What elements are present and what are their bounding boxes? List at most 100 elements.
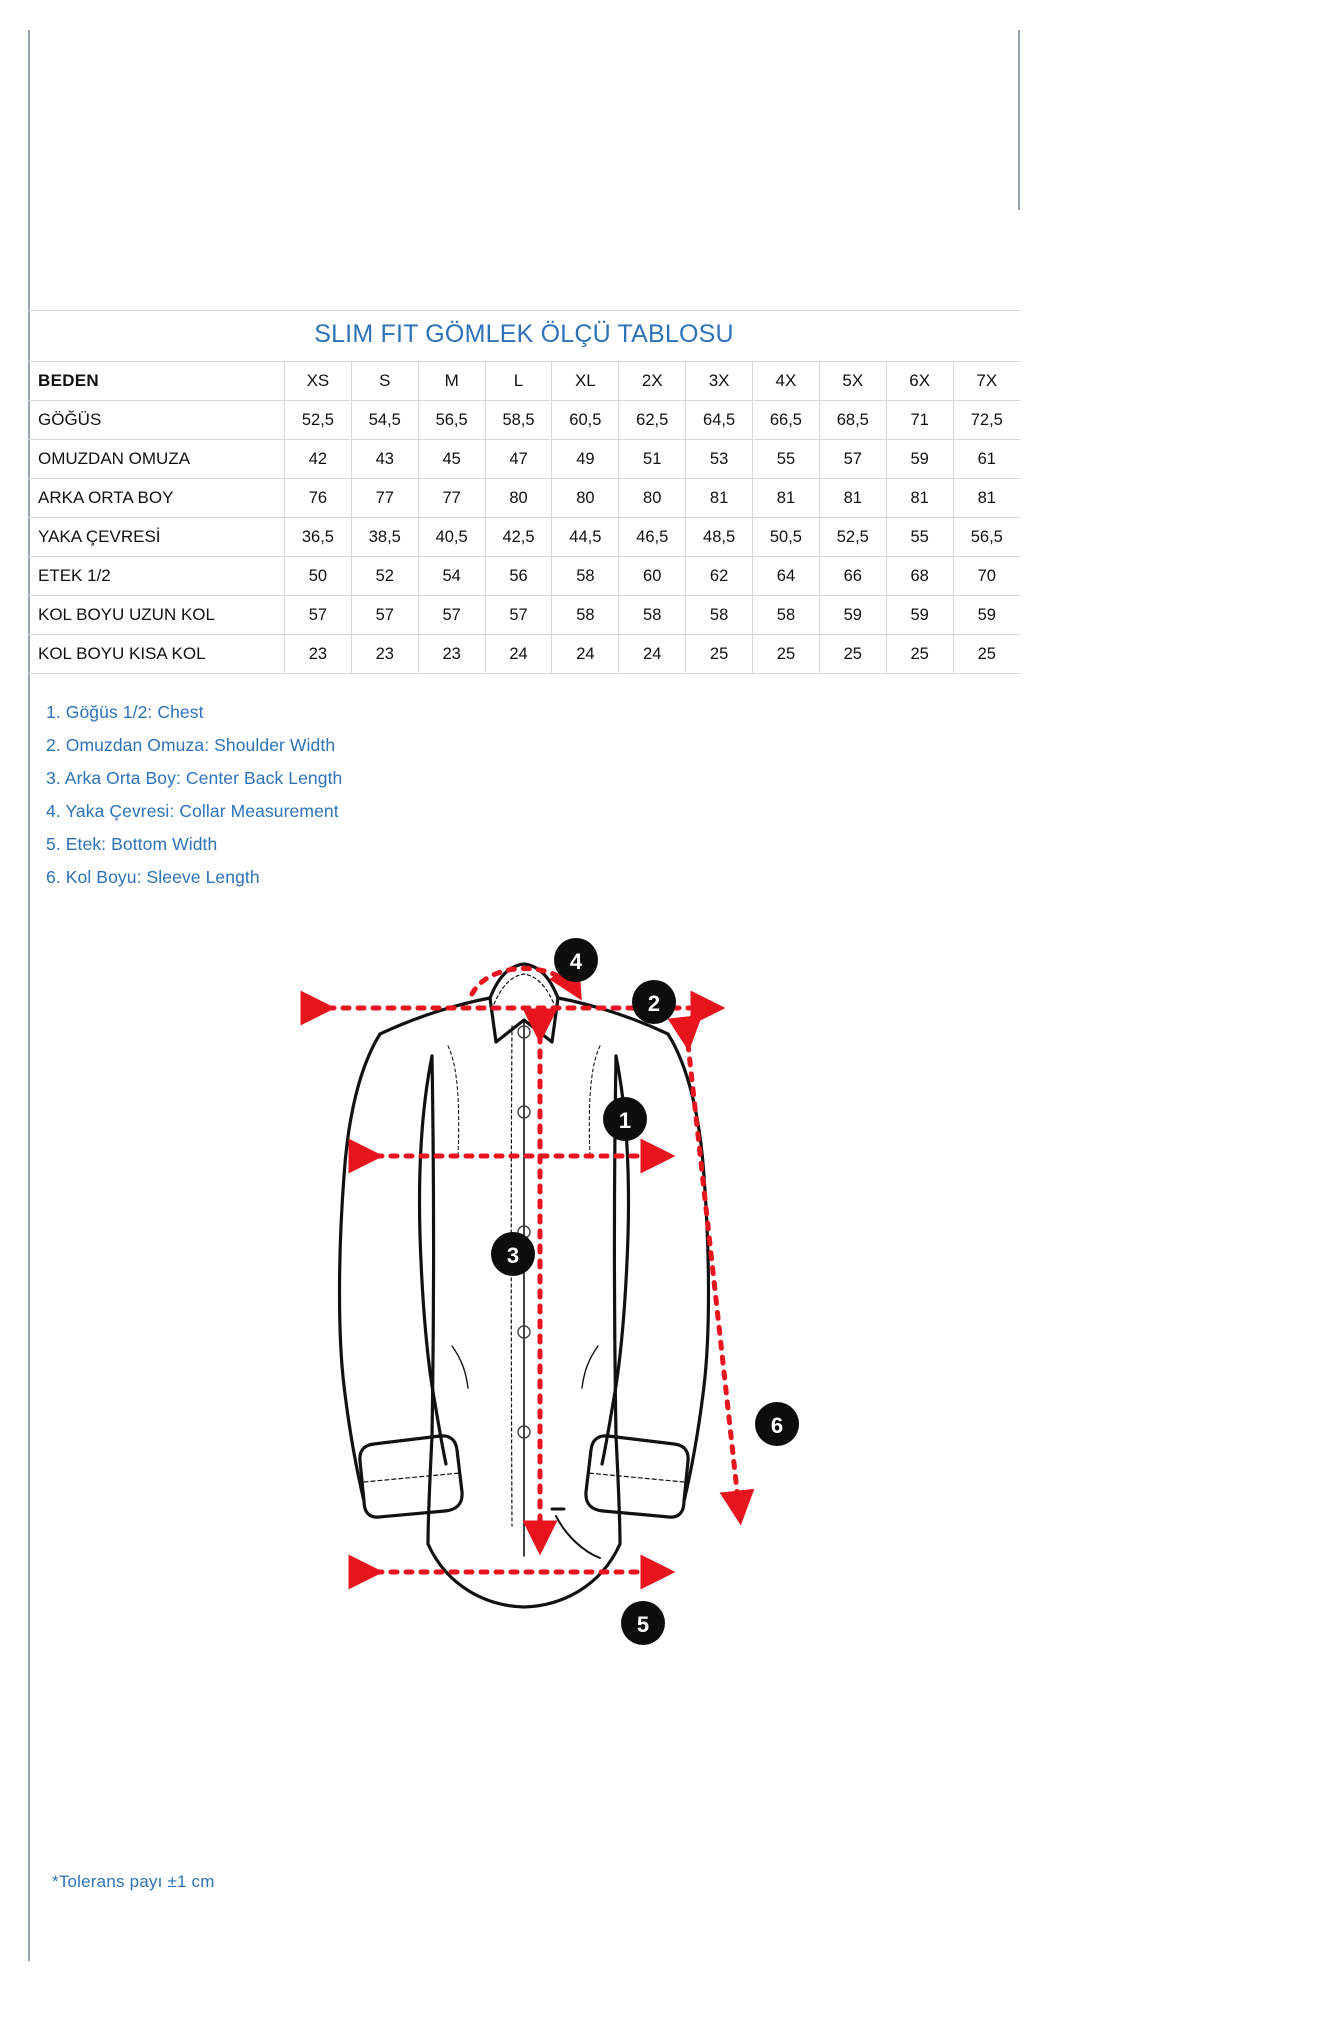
cell: 24: [484, 634, 553, 674]
column-header-6x: 6X: [885, 361, 954, 401]
cell: 48,5: [685, 517, 754, 557]
table-row: YAKA ÇEVRESİ 36,5 38,5 40,5 42,5 44,5 46…: [28, 517, 1020, 557]
row-label: KOL BOYU KISA KOL: [28, 634, 285, 674]
legend-item-5: 5. Etek: Bottom Width: [46, 834, 218, 854]
cell: 58: [618, 595, 687, 635]
cell: 81: [885, 478, 954, 518]
cell: 23: [284, 634, 352, 674]
cell: 43: [350, 439, 419, 479]
column-header-5x: 5X: [818, 361, 887, 401]
tolerance-footnote: *Tolerans payı ±1 cm: [52, 1872, 215, 1891]
svg-text:2: 2: [648, 991, 660, 1016]
legend-item-3: 3. Arka Orta Boy: Center Back Length: [46, 768, 343, 788]
cell: 81: [952, 478, 1020, 518]
cell: 54: [417, 556, 486, 596]
cell: 77: [350, 478, 419, 518]
row-label: OMUZDAN OMUZA: [28, 439, 285, 479]
cell: 70: [952, 556, 1020, 596]
cell: 56,5: [952, 517, 1020, 557]
table-row: OMUZDAN OMUZA 42 43 45 47 49 51 53 55 57…: [28, 439, 1020, 479]
cell: 60,5: [551, 400, 620, 440]
legend-item-4: 4. Yaka Çevresi: Collar Measurement: [46, 801, 339, 821]
cell: 50: [284, 556, 352, 596]
cell: 42,5: [484, 517, 553, 557]
callout-badge-6: 6: [755, 1402, 799, 1446]
cell: 46,5: [618, 517, 687, 557]
cell: 55: [885, 517, 954, 557]
cell: 80: [484, 478, 553, 518]
cell: 77: [417, 478, 486, 518]
column-header-s: S: [350, 361, 419, 401]
cell: 55: [752, 439, 820, 479]
row-label: ARKA ORTA BOY: [28, 478, 285, 518]
row-label: GÖĞÜS: [28, 400, 285, 440]
cell: 62: [685, 556, 754, 596]
cell: 44,5: [551, 517, 620, 557]
cell: 60: [618, 556, 687, 596]
svg-text:1: 1: [619, 1108, 631, 1133]
cell: 80: [618, 478, 687, 518]
cell: 59: [885, 595, 954, 635]
cell: 58: [551, 556, 620, 596]
cell: 76: [284, 478, 352, 518]
callout-badge-4: 4: [554, 938, 598, 982]
cell: 23: [350, 634, 419, 674]
cell: 57: [350, 595, 419, 635]
cell: 54,5: [350, 400, 419, 440]
cell: 68,5: [818, 400, 887, 440]
cell: 47: [484, 439, 553, 479]
callout-badge-1: 1: [603, 1097, 647, 1141]
svg-text:5: 5: [637, 1612, 649, 1637]
cell: 64: [752, 556, 820, 596]
callout-badge-5: 5: [621, 1601, 665, 1645]
cell: 25: [752, 634, 820, 674]
cell: 52,5: [284, 400, 352, 440]
column-header-3x: 3X: [685, 361, 754, 401]
callout-badge-3: 3: [491, 1232, 535, 1276]
cell: 38,5: [350, 517, 419, 557]
cell: 66: [818, 556, 887, 596]
cell: 42: [284, 439, 352, 479]
cell: 25: [885, 634, 954, 674]
cell: 58,5: [484, 400, 553, 440]
column-header-4x: 4X: [752, 361, 820, 401]
table-row: ETEK 1/2 50 52 54 56 58 60 62 64 66 68 7…: [28, 556, 1020, 596]
column-header-beden: BEDEN: [28, 361, 285, 401]
column-header-xs: XS: [284, 361, 352, 401]
size-chart-card: SLIM FIT GÖMLEK ÖLÇÜ TABLOSU BEDEN XS S …: [28, 310, 1020, 2036]
cell: 59: [952, 595, 1020, 635]
legend-item-1: 1. Göğüs 1/2: Chest: [46, 702, 204, 722]
cell: 61: [952, 439, 1020, 479]
cell: 25: [952, 634, 1020, 674]
column-header-m: M: [417, 361, 486, 401]
cell: 68: [885, 556, 954, 596]
page-right-rule: [1018, 30, 1020, 210]
marker-sleeve: [667, 1014, 755, 1526]
table-header-row: BEDEN XS S M L XL 2X 3X 4X 5X 6X 7X: [28, 361, 1020, 401]
table-row: ARKA ORTA BOY 76 77 77 80 80 80 81 81 81…: [28, 478, 1020, 518]
cell: 59: [885, 439, 954, 479]
cell: 25: [818, 634, 887, 674]
table-row: KOL BOYU KISA KOL 23 23 23 24 24 24 25 2…: [28, 634, 1020, 674]
cell: 81: [752, 478, 820, 518]
cell: 58: [752, 595, 820, 635]
cell: 52,5: [818, 517, 887, 557]
cell: 24: [618, 634, 687, 674]
row-label: KOL BOYU UZUN KOL: [28, 595, 285, 635]
cell: 58: [685, 595, 754, 635]
cell: 23: [417, 634, 486, 674]
cell: 53: [685, 439, 754, 479]
cell: 24: [551, 634, 620, 674]
shirt-illustration: [337, 962, 711, 1609]
column-header-xl: XL: [551, 361, 620, 401]
cell: 51: [618, 439, 687, 479]
cell: 81: [818, 478, 887, 518]
cell: 49: [551, 439, 620, 479]
svg-text:6: 6: [771, 1413, 783, 1438]
marker-collar: [469, 961, 582, 1001]
callout-badge-2: 2: [632, 980, 676, 1024]
row-label: ETEK 1/2: [28, 556, 285, 596]
cell: 57: [417, 595, 486, 635]
cell: 40,5: [417, 517, 486, 557]
measurement-legend: 1. Göğüs 1/2: Chest 2. Omuzdan Omuza: Sh…: [46, 696, 1020, 894]
